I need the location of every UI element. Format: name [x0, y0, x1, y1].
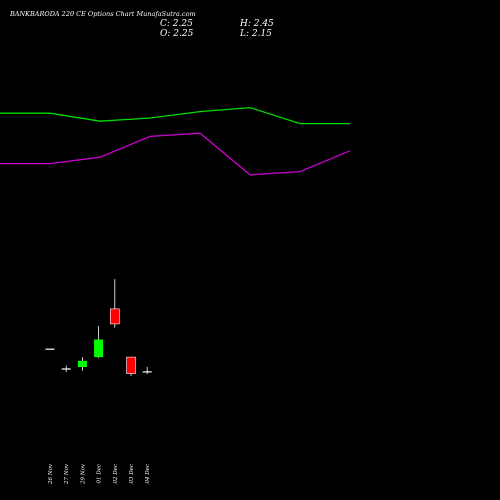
candle-body	[61, 368, 71, 370]
indicator-line-2	[0, 132, 351, 176]
x-tick-label: 01 Dec	[97, 464, 103, 484]
x-tick-label: 26 Nov	[48, 463, 54, 485]
x-tick-label: 02 Dec	[113, 464, 119, 484]
x-tick-label: 27 Nov	[64, 463, 70, 485]
indicator-lines	[0, 106, 351, 176]
candle-body	[110, 308, 120, 325]
candles-group	[45, 279, 152, 377]
low-value: L: 2.15	[239, 29, 272, 39]
indicator-line-1	[0, 106, 350, 125]
candle-body	[45, 348, 55, 350]
open-value: O: 2.25	[160, 29, 194, 39]
candle-body	[94, 339, 104, 358]
candle-body	[142, 371, 152, 373]
x-tick-label: 03 Dec	[129, 464, 135, 484]
x-tick-label: 29 Nov	[80, 463, 86, 485]
x-tick-label: 04 Dec	[145, 464, 151, 484]
candle-body	[77, 360, 87, 367]
high-value: H: 2.45	[239, 19, 274, 29]
x-axis-tick-labels: 26 Nov 27 Nov 29 Nov 01 Dec 02 Dec 03 Dec 04 D…	[48, 463, 151, 485]
chart-title: BANKBARODA 220 CE Options Chart MunafaSu…	[9, 10, 196, 18]
close-value: C: 2.25	[160, 19, 193, 29]
candle-body	[126, 356, 136, 374]
